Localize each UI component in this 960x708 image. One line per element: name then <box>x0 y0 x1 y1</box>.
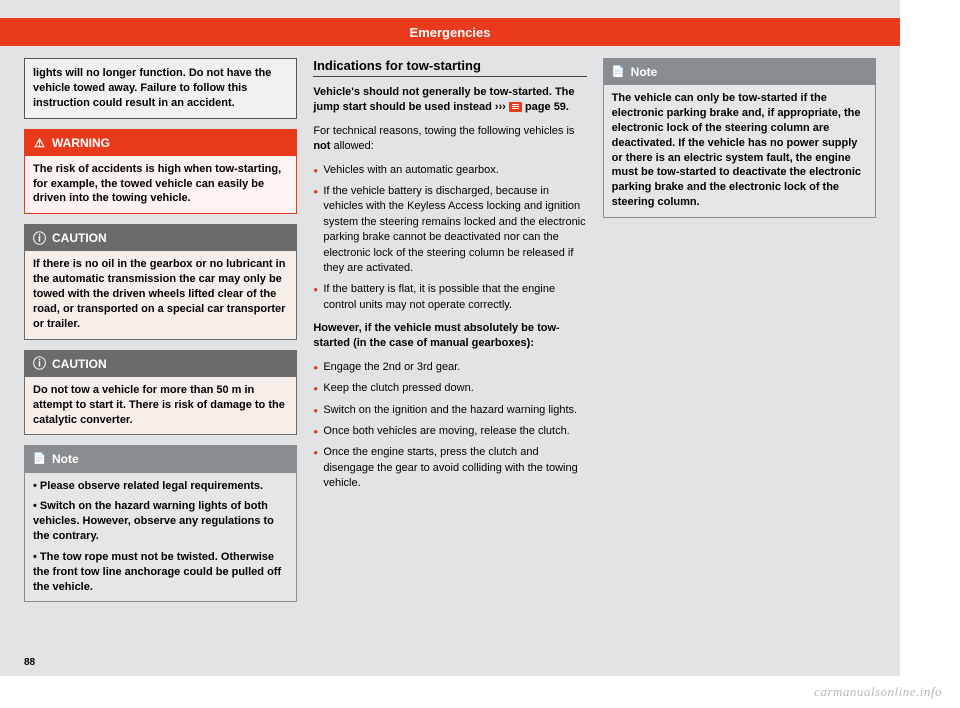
manual-page: Emergencies lights will no longer functi… <box>0 0 900 676</box>
note-box-1: Note Please observe related legal requir… <box>24 445 297 602</box>
note-text-2: The vehicle can only be tow-started if t… <box>612 92 861 208</box>
p1-b: page 59. <box>522 101 569 113</box>
note-header-1: Note <box>25 446 296 472</box>
list1-item: If the battery is flat, it is possible t… <box>313 282 586 313</box>
list1-item: Vehicles with an automatic gearbox. <box>313 163 586 178</box>
however-paragraph: However, if the vehicle must absolutely … <box>313 321 586 352</box>
list1-item: If the vehicle battery is discharged, be… <box>313 184 586 276</box>
section: Indications for tow-starting Vehicle's s… <box>313 58 586 498</box>
note1-item: The tow rope must not be twisted. Otherw… <box>33 550 288 595</box>
note-box-2: Note The vehicle can only be tow-started… <box>603 58 876 218</box>
caution-icon <box>33 232 46 245</box>
note-label-2: Note <box>631 64 658 80</box>
caution-box-1: CAUTION If there is no oil in the gearbo… <box>24 224 297 339</box>
page-header: Emergencies <box>0 18 900 46</box>
caution-icon <box>33 357 46 370</box>
p2-c: allowed: <box>330 140 373 152</box>
warning-icon <box>33 136 46 149</box>
warning-label: WARNING <box>52 135 110 151</box>
p2-b: not <box>313 140 330 152</box>
note-header-2: Note <box>604 59 875 85</box>
warning-header: WARNING <box>25 130 296 156</box>
caution-header-1: CAUTION <box>25 225 296 251</box>
list2-item: Once both vehicles are moving, release t… <box>313 424 586 439</box>
caution-box-2: CAUTION Do not tow a vehicle for more th… <box>24 350 297 436</box>
warning-text: The risk of accidents is high when tow-s… <box>33 163 281 205</box>
caution-text-2: Do not tow a vehicle for more than 50 m … <box>33 384 285 426</box>
intro-paragraph: Vehicle's should not generally be tow-st… <box>313 85 586 116</box>
continuation-box: lights will no longer function. Do not h… <box>24 58 297 119</box>
technical-paragraph: For technical reasons, towing the follow… <box>313 124 586 155</box>
page-link-icon[interactable] <box>509 102 522 112</box>
note-label-1: Note <box>52 451 79 467</box>
column-1: lights will no longer function. Do not h… <box>24 58 297 602</box>
section-heading: Indications for tow-starting <box>313 58 586 77</box>
columns-container: lights will no longer function. Do not h… <box>24 58 876 602</box>
list2-item: Once the engine starts, press the clutch… <box>313 445 586 491</box>
caution-text-1: If there is no oil in the gearbox or no … <box>33 258 285 329</box>
note-icon <box>33 453 46 466</box>
column-2: Indications for tow-starting Vehicle's s… <box>313 58 586 602</box>
note1-item: Please observe related legal requirement… <box>33 479 288 494</box>
caution-header-2: CAUTION <box>25 351 296 377</box>
warning-box: WARNING The risk of accidents is high wh… <box>24 129 297 215</box>
list2-item: Switch on the ignition and the hazard wa… <box>313 403 586 418</box>
list2-item: Keep the clutch pressed down. <box>313 381 586 396</box>
page-number: 88 <box>24 657 35 668</box>
note-icon <box>612 66 625 79</box>
page-title: Emergencies <box>410 25 491 40</box>
p3: However, if the vehicle must absolutely … <box>313 322 559 349</box>
p2-a: For technical reasons, towing the follow… <box>313 125 574 137</box>
continuation-text: lights will no longer function. Do not h… <box>33 67 271 109</box>
caution-label-1: CAUTION <box>52 230 107 246</box>
note1-item: Switch on the hazard warning lights of b… <box>33 499 288 544</box>
watermark: carmanualsonline.info <box>814 684 942 700</box>
column-3: Note The vehicle can only be tow-started… <box>603 58 876 602</box>
list2-item: Engage the 2nd or 3rd gear. <box>313 360 586 375</box>
caution-label-2: CAUTION <box>52 356 107 372</box>
